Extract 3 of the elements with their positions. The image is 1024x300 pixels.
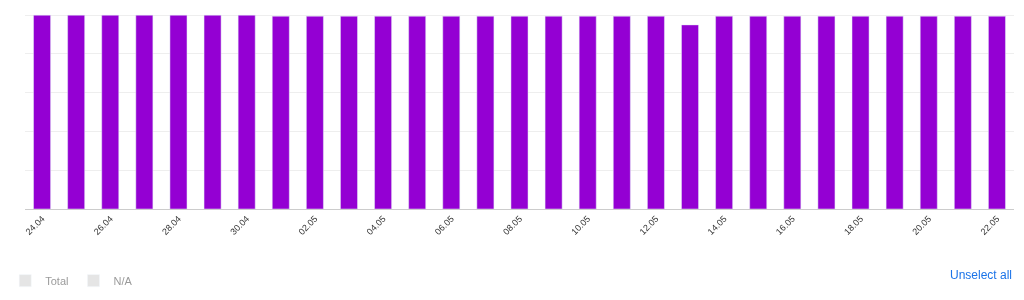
text: Unselect all xyxy=(950,268,1013,282)
legend-label: Total xyxy=(45,274,69,287)
legend-label: N/A xyxy=(113,274,133,287)
